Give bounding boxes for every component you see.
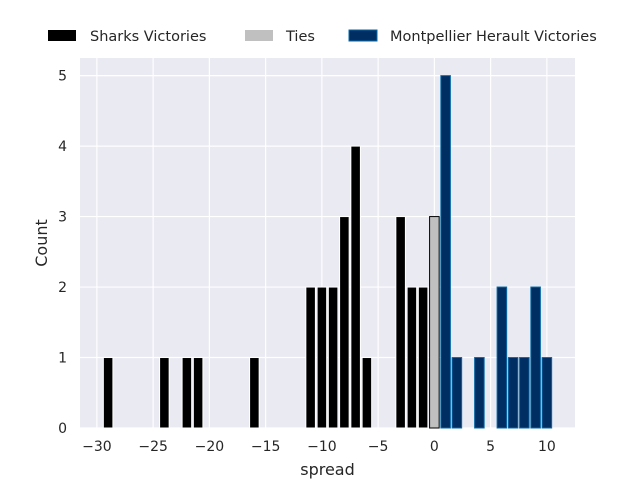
- legend-label-montpellier: Montpellier Herault Victories: [390, 29, 597, 45]
- bar-series0-5: [305, 286, 316, 429]
- bar-series0-8: [339, 216, 350, 429]
- bar-series0-9: [350, 145, 361, 429]
- x-tick-label-3: −15: [251, 439, 281, 455]
- legend-swatch-montpellier: [348, 29, 378, 42]
- y-axis-ticks: 0 1 2 3 4 5: [58, 69, 67, 437]
- bar-series0-11: [395, 216, 406, 429]
- bar-series2-7: [541, 357, 553, 429]
- bar-series0-3: [192, 357, 204, 429]
- bar-series0-4: [249, 357, 260, 429]
- legend: Sharks Victories Ties Montpellier Heraul…: [48, 29, 597, 45]
- x-tick-label-6: 0: [430, 439, 439, 455]
- bar-series2-1: [451, 357, 463, 429]
- bar-series2-0: [440, 75, 451, 429]
- y-axis-label: Count: [32, 219, 51, 267]
- bar-series2-5: [519, 357, 530, 429]
- legend-swatch-sharks: [48, 30, 76, 41]
- bar-series0-12: [406, 286, 418, 429]
- x-tick-label-1: −25: [138, 439, 168, 455]
- bars: [102, 75, 553, 429]
- x-tick-label-8: 10: [538, 439, 556, 455]
- y-tick-label-1: 1: [58, 351, 67, 367]
- y-tick-label-4: 4: [58, 139, 67, 155]
- bar-series2-4: [507, 357, 519, 429]
- bar-series0-13: [417, 286, 429, 429]
- x-tick-label-4: −10: [307, 439, 337, 455]
- bar-series0-7: [327, 286, 339, 429]
- legend-swatch-ties: [245, 30, 273, 41]
- bar-series0-6: [316, 286, 328, 429]
- bar-series0-0: [102, 357, 114, 429]
- x-tick-label-7: 5: [486, 439, 495, 455]
- y-tick-label-5: 5: [58, 69, 67, 85]
- x-tick-label-2: −20: [195, 439, 225, 455]
- gridlines: [80, 58, 575, 429]
- y-tick-label-0: 0: [58, 421, 67, 437]
- bar-series1-0: [429, 216, 440, 429]
- bar-series2-6: [530, 286, 541, 429]
- bar-series0-2: [181, 357, 193, 429]
- x-axis-label: spread: [300, 460, 355, 479]
- x-axis-ticks: −30 −25 −20 −15 −10 −5 0 5 10: [82, 439, 556, 455]
- bar-series0-10: [361, 357, 373, 429]
- bar-series2-3: [496, 286, 508, 429]
- x-tick-label-5: −5: [368, 439, 389, 455]
- x-tick-label-0: −30: [82, 439, 112, 455]
- y-tick-label-2: 2: [58, 280, 67, 296]
- y-tick-label-3: 3: [58, 210, 67, 226]
- bar-series2-2: [474, 357, 485, 429]
- legend-label-sharks: Sharks Victories: [90, 29, 206, 45]
- bar-series0-1: [159, 357, 170, 429]
- legend-label-ties: Ties: [285, 29, 315, 45]
